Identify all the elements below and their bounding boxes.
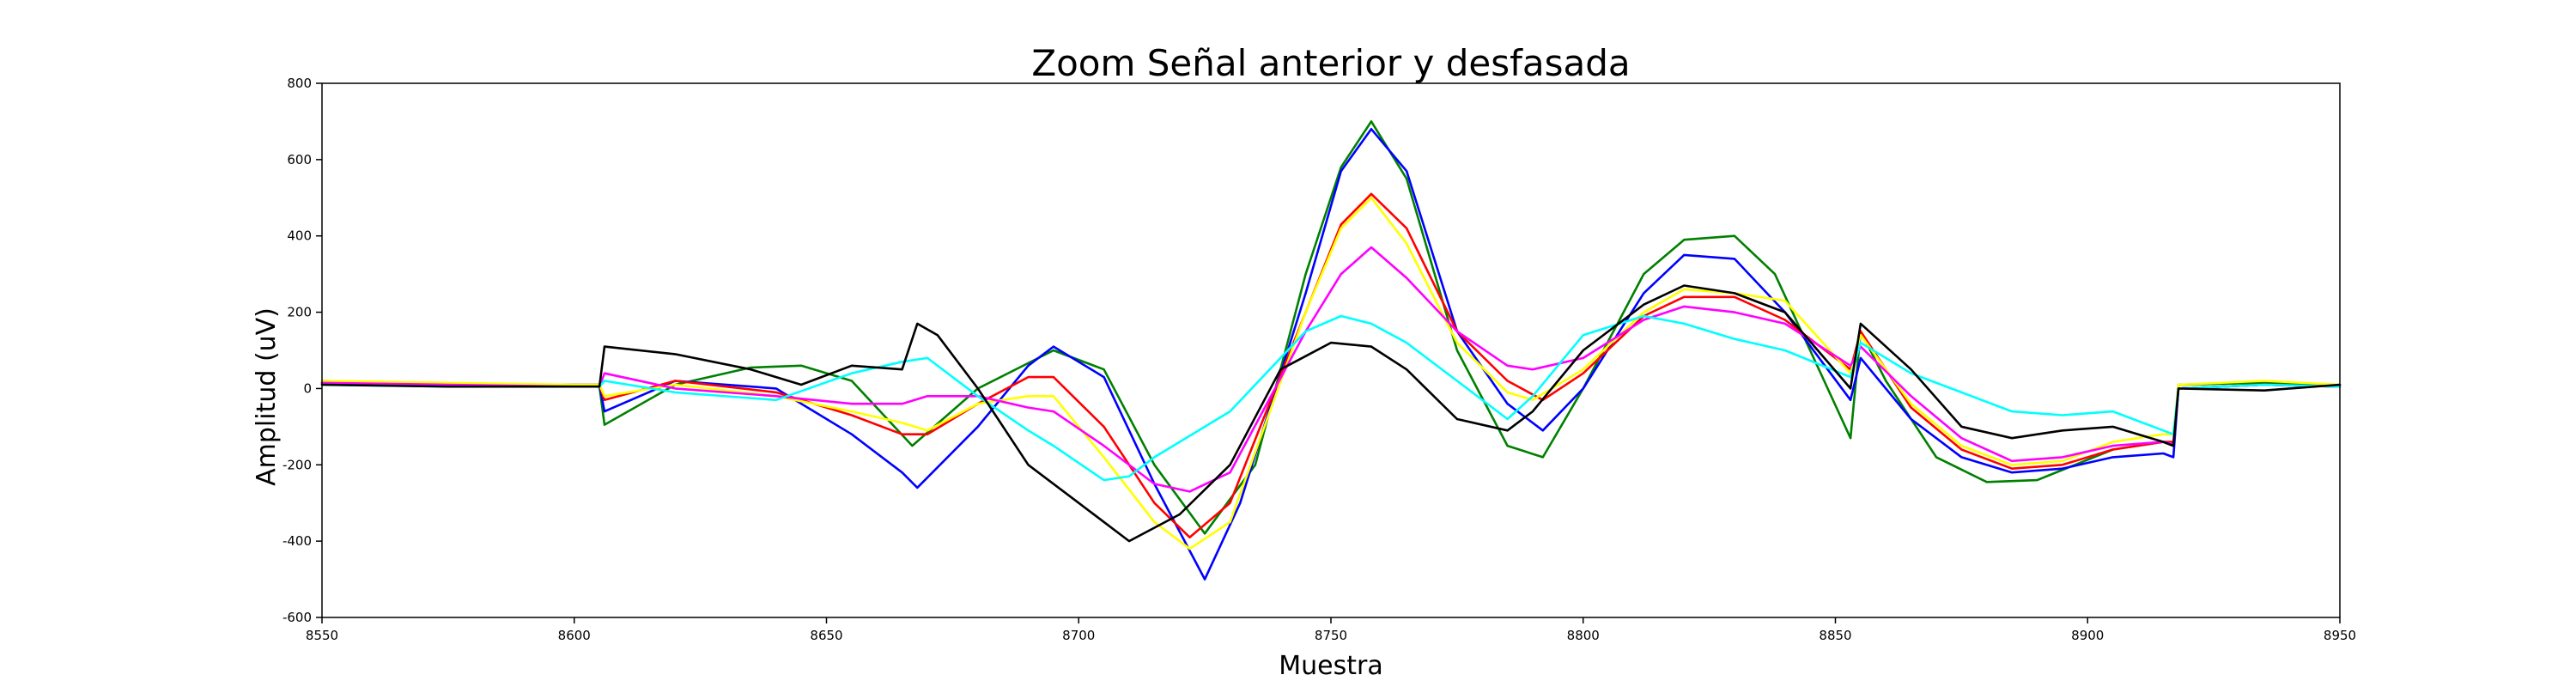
x-tick-label: 8900: [2071, 628, 2104, 643]
chart-title: Zoom Señal anterior y desfasada: [1031, 42, 1630, 84]
series-line-2: [320, 128, 2342, 581]
series-line-6: [320, 314, 2342, 482]
y-tick-label: 800: [287, 76, 312, 91]
plot-frame: [321, 82, 2341, 618]
series-line-3: [320, 192, 2342, 539]
y-tick-label: -600: [283, 610, 312, 625]
x-axis: 8550 8600 8650 8700 8750 8800 8850 8900 8950: [306, 617, 2356, 643]
series-group: [320, 120, 2342, 581]
x-tick-label: 8700: [1062, 628, 1095, 643]
x-axis-label: Muestra: [1279, 651, 1382, 681]
x-tick-label: 8650: [810, 628, 842, 643]
y-tick-label: 400: [287, 228, 312, 244]
x-tick-label: 8600: [558, 628, 591, 643]
x-tick-label: 8750: [1315, 628, 1347, 643]
y-tick-label: 200: [287, 305, 312, 320]
x-tick-label: 8800: [1567, 628, 1600, 643]
series-line-4: [320, 197, 2342, 550]
series-line-7: [320, 284, 2342, 543]
y-tick-label: 600: [287, 152, 312, 167]
series-line-5: [320, 246, 2342, 493]
y-axis: -600 -400 -200 0 200 400 600 800: [283, 76, 322, 625]
y-tick-label: -400: [283, 533, 312, 549]
x-tick-label: 8850: [1819, 628, 1851, 643]
y-axis-label: Amplitud (uV): [252, 307, 282, 486]
y-tick-label: 0: [303, 380, 312, 396]
y-tick-label: -200: [283, 457, 312, 472]
x-tick-label: 8950: [2324, 628, 2356, 643]
x-tick-label: 8550: [306, 628, 338, 643]
series-line-1: [320, 120, 2342, 535]
